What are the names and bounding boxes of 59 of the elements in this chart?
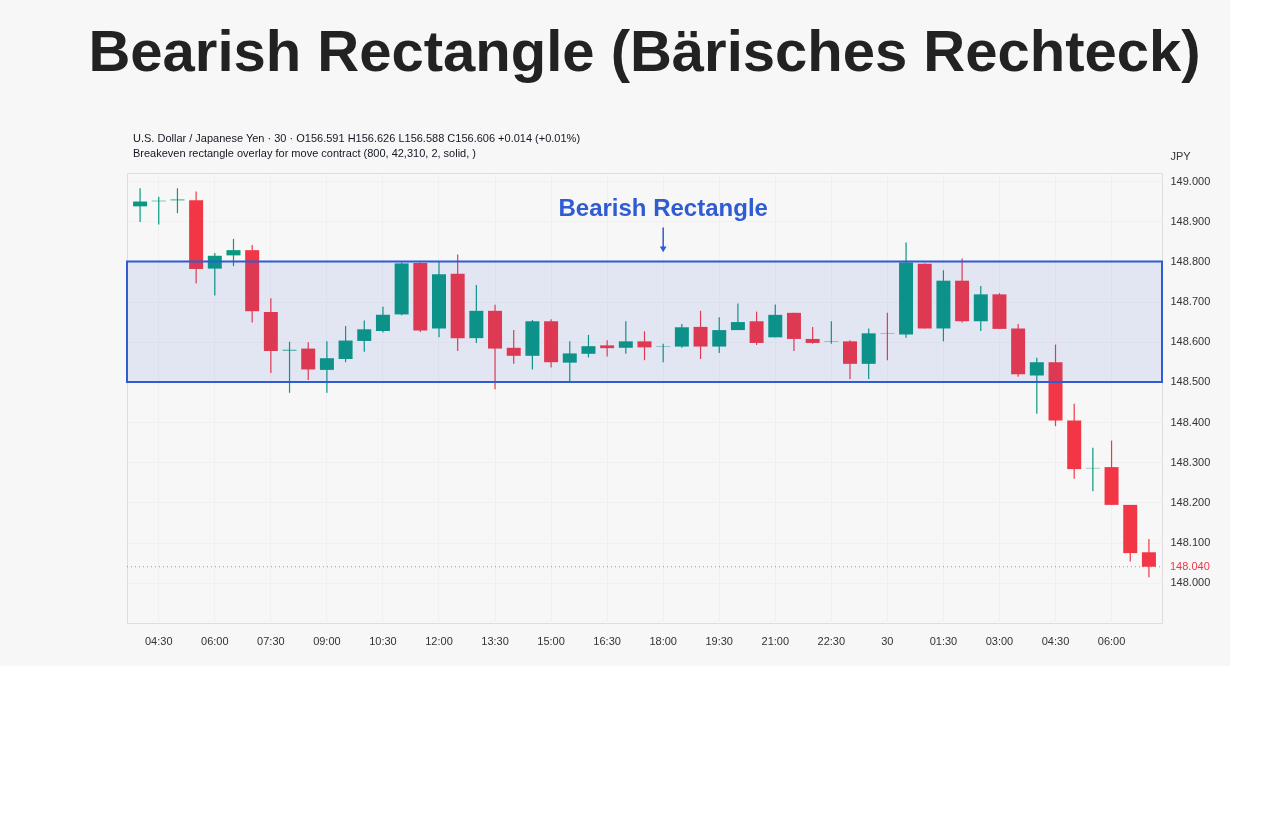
x-tick-label: 06:00 xyxy=(1097,634,1126,647)
y-tick-label: 149.000 xyxy=(1170,174,1211,187)
y-tick-label: 148.300 xyxy=(1170,455,1211,468)
candlestick xyxy=(282,341,297,394)
y-tick-label: 148.600 xyxy=(1170,335,1211,348)
y-tick-label: 148.000 xyxy=(1170,576,1211,589)
candlestick xyxy=(581,334,596,359)
x-tick-label: 22:30 xyxy=(817,634,846,647)
y-tick-label: 148.500 xyxy=(1170,375,1211,388)
candlestick xyxy=(730,302,745,331)
y-tick-label: 148.400 xyxy=(1170,415,1211,428)
x-tick-label: 18:00 xyxy=(649,634,677,647)
x-tick-label: 01:30 xyxy=(929,634,958,647)
x-tick-label: 04:30 xyxy=(144,634,173,647)
candlestick xyxy=(207,252,222,297)
candlestick xyxy=(375,306,390,334)
candlestick xyxy=(824,320,839,345)
candlestick xyxy=(562,340,577,383)
candlestick xyxy=(674,323,689,349)
x-tick-label: 10:30 xyxy=(369,634,397,647)
x-tick-label: 13:30 xyxy=(481,634,509,647)
candlestick xyxy=(357,319,372,353)
candlestick xyxy=(226,238,241,267)
x-tick-label: 07:30 xyxy=(257,634,285,647)
y-tick-label: 148.200 xyxy=(1170,495,1211,508)
x-tick-label: 19:30 xyxy=(705,634,733,647)
x-tick-label: 06:00 xyxy=(201,634,229,647)
chart-title: Bearish Rectangle (Bärisches Rechteck) xyxy=(88,18,1201,83)
candlestick xyxy=(600,339,615,358)
candlestick xyxy=(749,311,764,346)
y-tick-label: 148.900 xyxy=(1170,214,1211,227)
candlestick xyxy=(880,312,895,361)
x-tick-label: 03:00 xyxy=(985,634,1014,647)
ref-line-label: 148.040 xyxy=(1170,559,1210,572)
candlestick xyxy=(319,340,334,394)
candlestick xyxy=(768,303,783,338)
y-tick-label: 148.700 xyxy=(1170,295,1211,308)
x-tick-label: 12:00 xyxy=(425,634,453,647)
candlestick xyxy=(637,330,652,361)
y-tick-label: 148.100 xyxy=(1170,536,1211,549)
x-tick-label: 21:00 xyxy=(761,634,790,647)
candlestick xyxy=(712,316,727,354)
candlestick xyxy=(843,339,858,380)
annotation: Bearish Rectangle xyxy=(558,194,768,222)
x-tick-label: 30 xyxy=(881,634,894,647)
candlestick xyxy=(506,329,521,365)
candlestick xyxy=(301,341,316,381)
y-tick-label: 148.800 xyxy=(1170,254,1211,267)
candlestick xyxy=(618,320,633,355)
candlestick xyxy=(693,310,708,360)
y-axis-title: JPY xyxy=(1170,149,1192,162)
x-tick-label: 16:30 xyxy=(593,634,621,647)
x-tick-label: 09:00 xyxy=(313,634,341,647)
text: Breakeven rectangle overlay for move contract (800, 42,310, 2, solid, ) xyxy=(133,147,477,159)
candlestick xyxy=(338,325,353,363)
x-tick-label: 04:30 xyxy=(1041,634,1070,647)
text: U.S. Dollar / Japanese Yen · 30 · O156.591 H156.626 L156.588 C156.606 +0.014 (+0.01%) xyxy=(133,132,581,144)
candlestick xyxy=(1029,357,1044,415)
x-tick-label: 15:00 xyxy=(537,634,565,647)
